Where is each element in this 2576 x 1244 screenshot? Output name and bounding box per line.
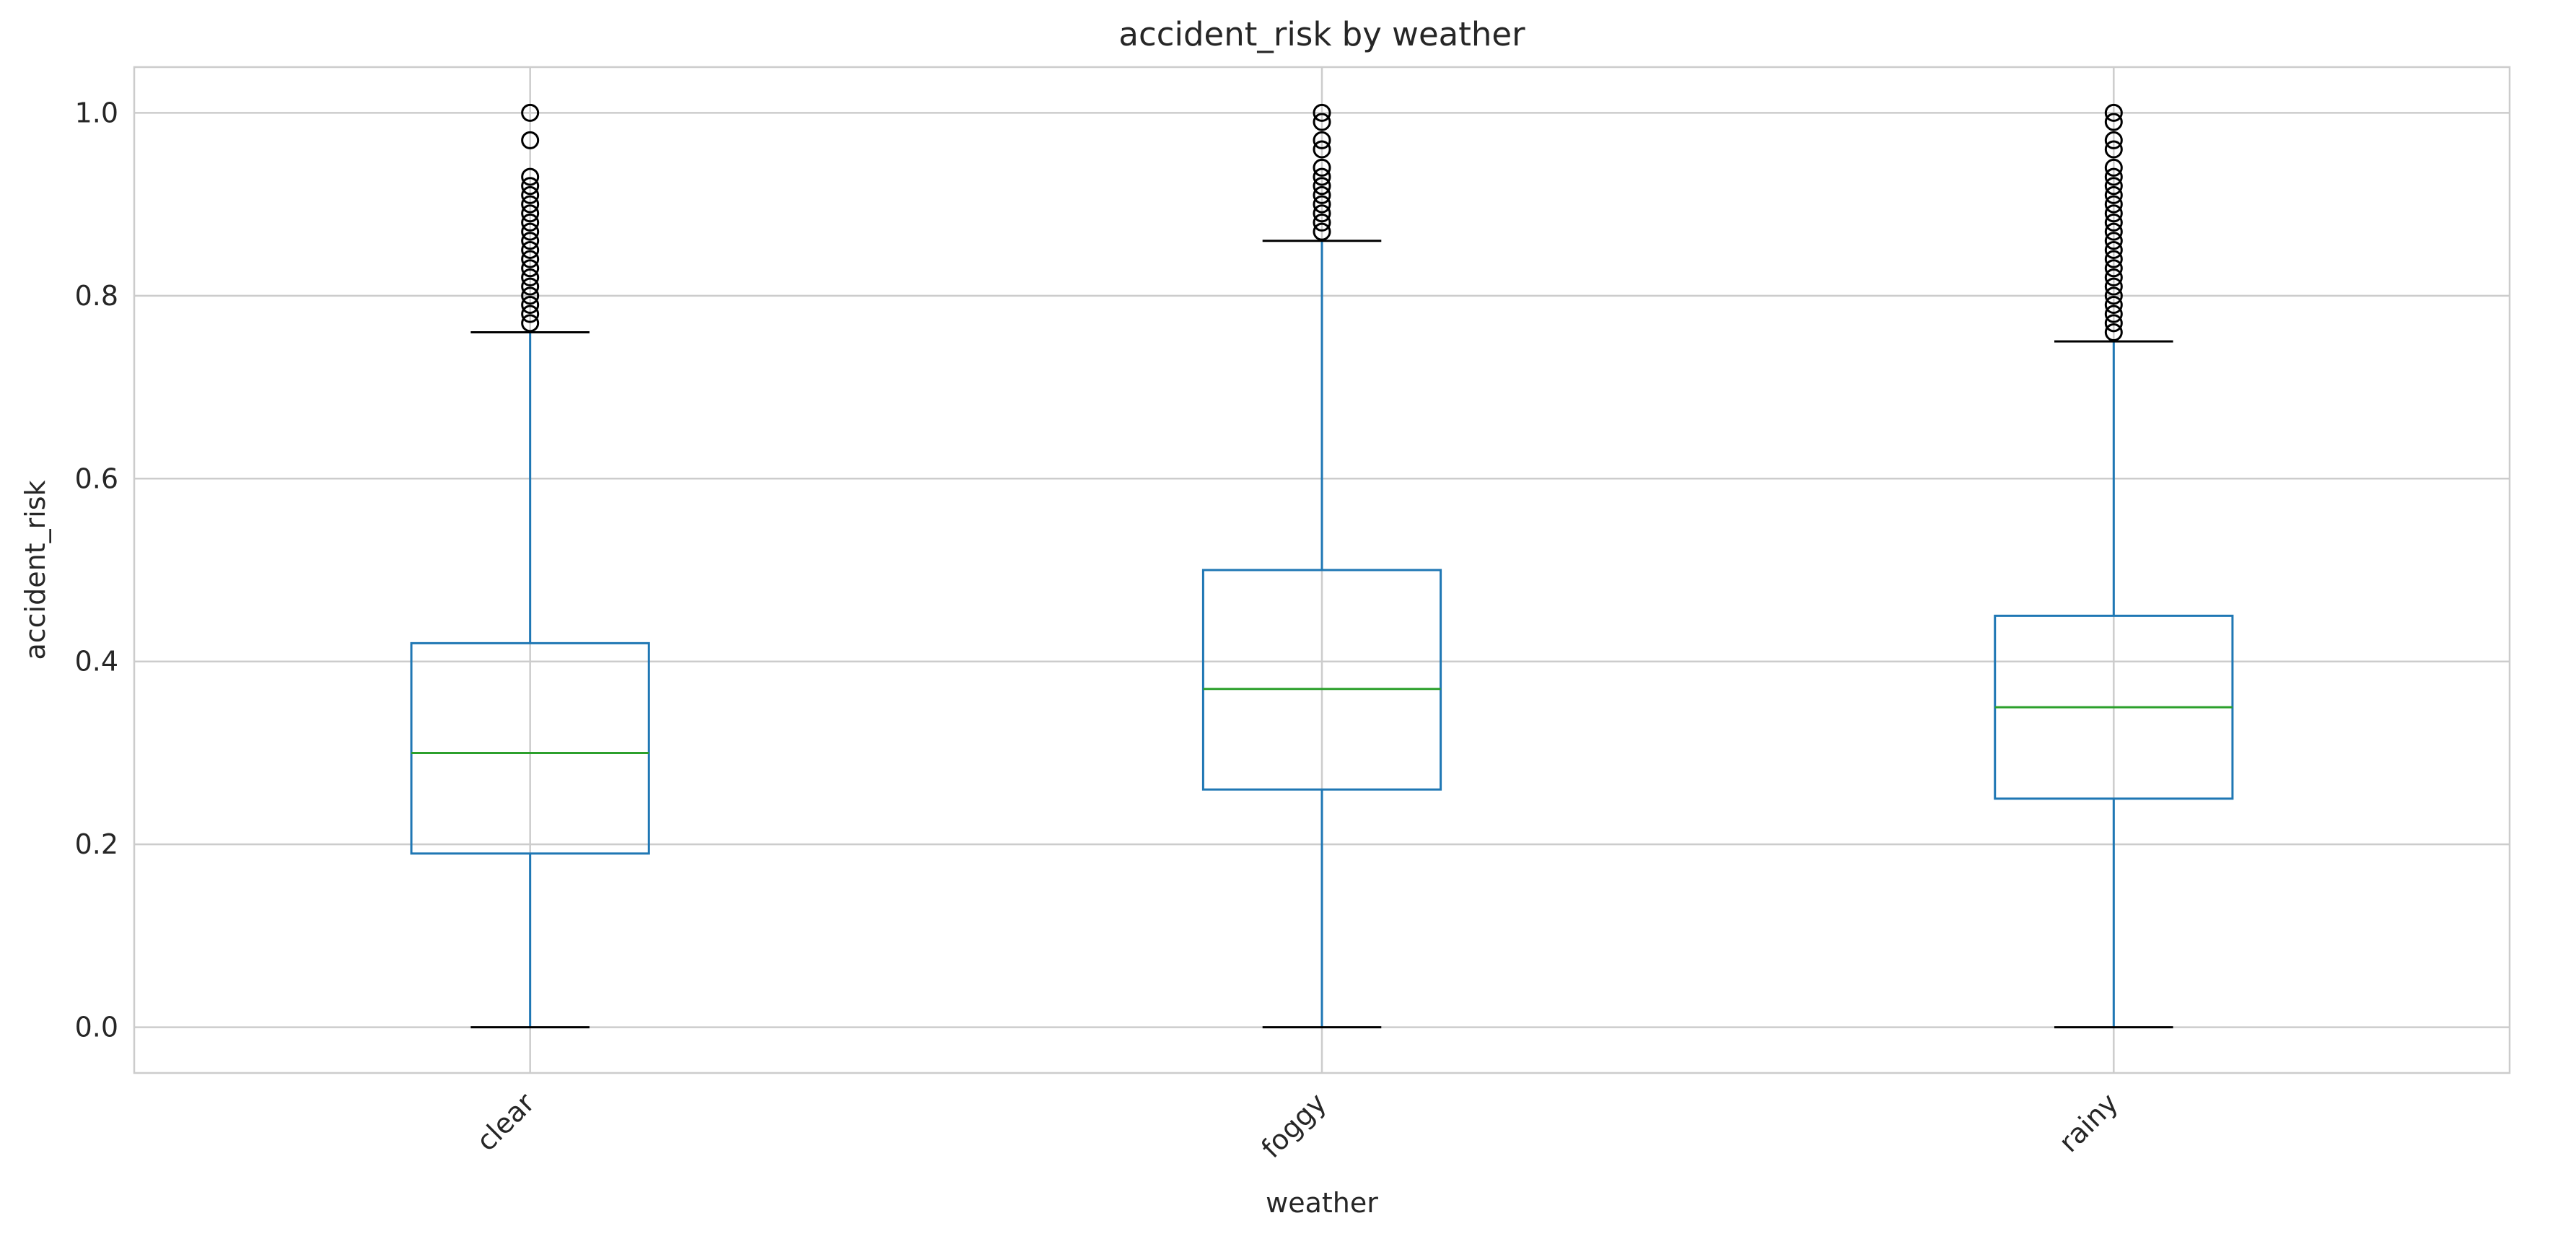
outlier-point [521,195,540,214]
outlier-point [521,204,540,223]
outlier-point [2104,305,2123,323]
outlier-point [521,103,540,122]
y-tick-label: 0.6 [75,463,118,494]
outlier-point [1313,103,1331,122]
outlier-point [521,268,540,286]
outlier-point [521,131,540,149]
outlier-point [521,277,540,296]
box-group-foggy [1201,103,1442,1029]
outlier-point [521,167,540,186]
outlier-point [1313,195,1331,214]
y-tick-label: 0.0 [75,1012,118,1043]
outlier-point [2104,131,2123,149]
outlier-point [1313,131,1331,149]
outlier-point [2104,195,2123,214]
outlier-point [521,314,540,333]
outlier-point [2104,277,2123,296]
outlier-point [2104,103,2123,122]
x-tick-label: foggy [1255,1087,1332,1164]
outlier-point [521,250,540,268]
outlier-point [2104,167,2123,186]
outlier-point [2104,286,2123,305]
outlier-point [1313,140,1331,159]
outlier-point [2104,314,2123,333]
outlier-point [2104,295,2123,314]
outlier-point [2104,140,2123,159]
outlier-point [2104,113,2123,131]
outlier-point [521,259,540,278]
outlier-point [521,213,540,232]
outlier-point [521,232,540,250]
outlier-point [521,185,540,204]
outlier-point [2104,240,2123,259]
y-tick-label: 0.4 [75,646,118,678]
outlier-point [1313,222,1331,241]
outlier-point [2104,259,2123,278]
outlier-point [2104,185,2123,204]
x-tick-label: clear [470,1087,541,1157]
outlier-point [521,286,540,305]
outlier-point [1313,185,1331,204]
outlier-point [1313,213,1331,232]
outlier-point [521,305,540,323]
y-tick-label: 0.2 [75,828,118,860]
y-tick-label: 0.8 [75,280,118,312]
box-layer [410,103,2234,1029]
chart-title: accident_risk by weather [1118,15,1525,53]
tick-layer: 0.0 0.2 0.4 0.6 0.8 1.0 clear foggy rainy [75,97,2124,1164]
y-axis-label: accident_risk [19,480,51,660]
outlier-point [2104,158,2123,177]
iqr-box [1201,569,1442,791]
outlier-point [521,240,540,259]
outlier-point [2104,250,2123,268]
outlier-point [1313,204,1331,223]
outlier-point [1313,113,1331,131]
plot-frame [133,66,2511,1074]
outlier-point [2104,213,2123,232]
box-group-rainy [1994,103,2234,1029]
outlier-point [2104,232,2123,250]
outlier-point [2104,177,2123,196]
outlier-point [1313,158,1331,177]
y-tick-label: 1.0 [75,97,118,128]
outlier-point [521,295,540,314]
outlier-point [2104,222,2123,241]
outlier-point [1313,167,1331,186]
x-axis-label: weather [1266,1187,1378,1219]
box-group-clear [410,103,650,1029]
outlier-point [521,177,540,196]
iqr-box [410,641,650,855]
outlier-point [2104,204,2123,223]
outlier-point [2104,323,2123,342]
x-tick-label: rainy [2053,1087,2124,1158]
outlier-point [1313,177,1331,196]
outlier-point [521,222,540,241]
outlier-point [2104,268,2123,286]
